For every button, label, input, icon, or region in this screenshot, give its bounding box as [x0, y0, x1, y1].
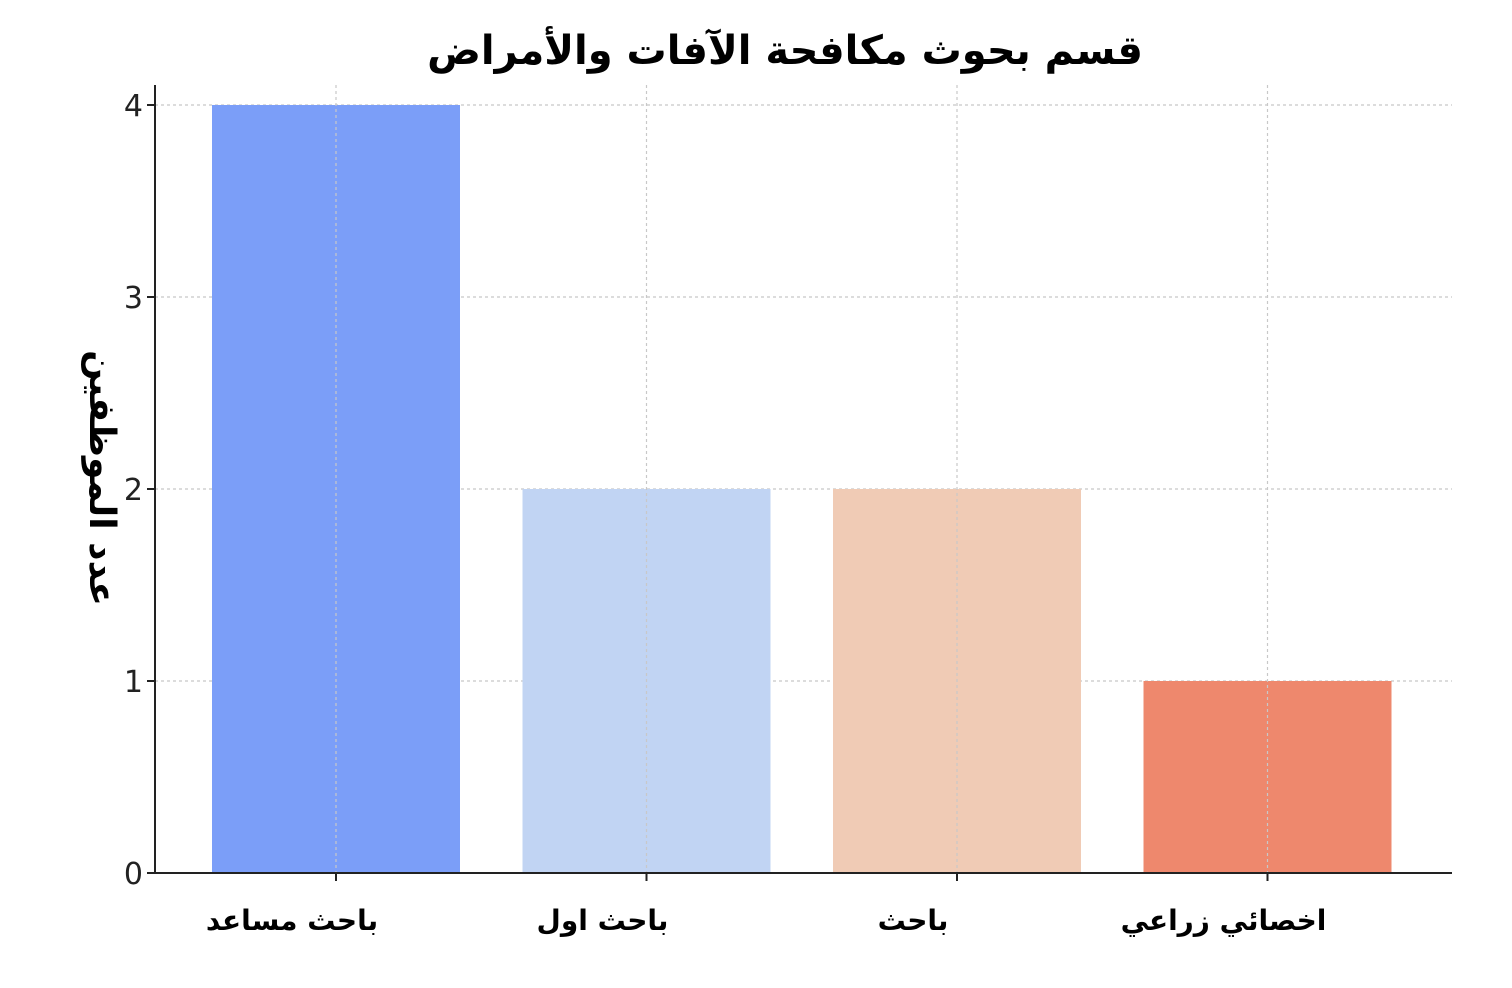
x-tick-label: باحث مساعد [206, 904, 378, 937]
x-ticks: باحث مساعد باحث اول باحث اخصائي زراعي [206, 873, 1327, 937]
y-axis-label: عدد الموظفين [81, 350, 122, 606]
x-tick-label: اخصائي زراعي [1121, 904, 1327, 937]
y-tick-label: 3 [124, 281, 143, 316]
bars-layer [212, 105, 1392, 873]
x-tick-label: باحث [878, 904, 949, 937]
chart-title: قسم بحوث مكافحة الآفات والأمراض [427, 25, 1143, 74]
y-tick-label: 2 [124, 473, 143, 508]
vertical-grid-layer [335, 85, 1269, 873]
y-tick-label: 1 [124, 665, 143, 700]
x-tick-label: باحث اول [537, 904, 669, 937]
y-ticks: 0 1 2 3 4 [124, 89, 155, 892]
y-tick-label: 0 [124, 857, 143, 892]
axes-layer [154, 85, 1452, 874]
y-tick-label: 4 [124, 89, 143, 124]
